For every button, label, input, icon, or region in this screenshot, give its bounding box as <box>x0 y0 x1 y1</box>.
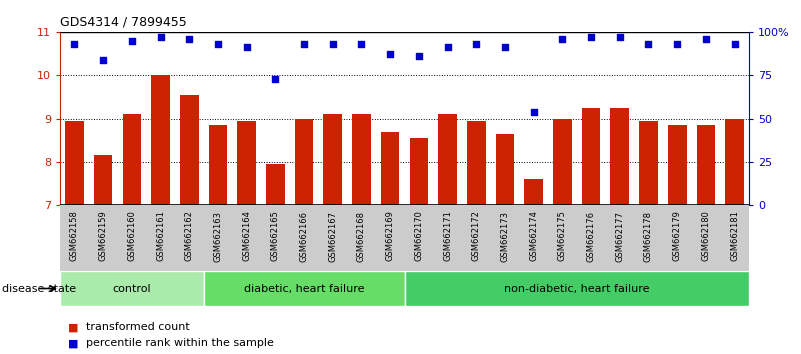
Bar <box>525 179 543 205</box>
Point <box>585 34 598 40</box>
Text: GSM662180: GSM662180 <box>702 211 710 262</box>
Bar <box>60 271 203 306</box>
Text: GSM662166: GSM662166 <box>300 211 308 262</box>
Text: GSM662160: GSM662160 <box>127 211 136 262</box>
Text: disease state: disease state <box>2 284 76 293</box>
Text: GSM662163: GSM662163 <box>213 211 223 262</box>
Point <box>68 41 81 47</box>
Text: GSM662162: GSM662162 <box>185 211 194 262</box>
Bar <box>405 271 749 306</box>
Text: GSM662170: GSM662170 <box>414 211 424 262</box>
Text: diabetic, heart failure: diabetic, heart failure <box>244 284 364 293</box>
Text: GSM662167: GSM662167 <box>328 211 337 262</box>
Text: GSM662181: GSM662181 <box>730 211 739 262</box>
Point <box>699 36 712 42</box>
Bar <box>266 164 284 205</box>
Point <box>527 109 540 114</box>
Text: GSM662169: GSM662169 <box>385 211 395 262</box>
Point <box>728 41 741 47</box>
Text: GSM662171: GSM662171 <box>443 211 452 262</box>
Point <box>670 41 683 47</box>
Bar <box>324 114 342 205</box>
Text: GSM662158: GSM662158 <box>70 211 79 262</box>
Point <box>498 45 511 50</box>
Point <box>298 41 311 47</box>
Text: GSM662173: GSM662173 <box>501 211 509 262</box>
Bar <box>180 95 199 205</box>
Text: GSM662161: GSM662161 <box>156 211 165 262</box>
Bar <box>725 119 744 205</box>
Point <box>269 76 282 81</box>
Point <box>614 34 626 40</box>
Point <box>384 52 396 57</box>
Point <box>326 41 339 47</box>
Point <box>556 36 569 42</box>
Point <box>642 41 655 47</box>
Bar <box>208 125 227 205</box>
Bar <box>380 132 400 205</box>
Bar <box>151 75 170 205</box>
Text: non-diabetic, heart failure: non-diabetic, heart failure <box>504 284 650 293</box>
Point <box>355 41 368 47</box>
Bar <box>65 121 84 205</box>
Point <box>441 45 454 50</box>
Point <box>126 38 139 44</box>
Text: GSM662168: GSM662168 <box>357 211 366 262</box>
Bar <box>409 138 429 205</box>
Text: control: control <box>112 284 151 293</box>
Text: GSM662178: GSM662178 <box>644 211 653 262</box>
Text: GSM662179: GSM662179 <box>673 211 682 262</box>
Bar <box>553 119 572 205</box>
Bar <box>610 108 629 205</box>
Bar <box>582 108 601 205</box>
Bar <box>237 121 256 205</box>
Point <box>183 36 195 42</box>
Point <box>413 53 425 59</box>
Bar <box>438 114 457 205</box>
Text: GSM662175: GSM662175 <box>557 211 567 262</box>
Bar <box>467 121 485 205</box>
Point <box>154 34 167 40</box>
Bar <box>697 125 715 205</box>
Point <box>97 57 110 62</box>
Bar <box>203 271 405 306</box>
Point <box>240 45 253 50</box>
Text: percentile rank within the sample: percentile rank within the sample <box>86 338 274 348</box>
Bar <box>295 119 313 205</box>
Text: ■: ■ <box>68 338 78 348</box>
Bar <box>668 125 686 205</box>
Point <box>470 41 483 47</box>
Bar <box>639 121 658 205</box>
Point <box>211 41 224 47</box>
Bar <box>123 114 141 205</box>
Text: GSM662177: GSM662177 <box>615 211 624 262</box>
Text: ■: ■ <box>68 322 78 332</box>
Text: GSM662172: GSM662172 <box>472 211 481 262</box>
Text: transformed count: transformed count <box>86 322 190 332</box>
Text: GSM662165: GSM662165 <box>271 211 280 262</box>
Bar <box>94 155 112 205</box>
Text: GSM662159: GSM662159 <box>99 211 107 261</box>
Text: GSM662164: GSM662164 <box>242 211 252 262</box>
Text: GSM662176: GSM662176 <box>586 211 596 262</box>
Text: GSM662174: GSM662174 <box>529 211 538 262</box>
Bar <box>496 134 514 205</box>
Text: GDS4314 / 7899455: GDS4314 / 7899455 <box>60 16 187 29</box>
Bar <box>352 114 371 205</box>
